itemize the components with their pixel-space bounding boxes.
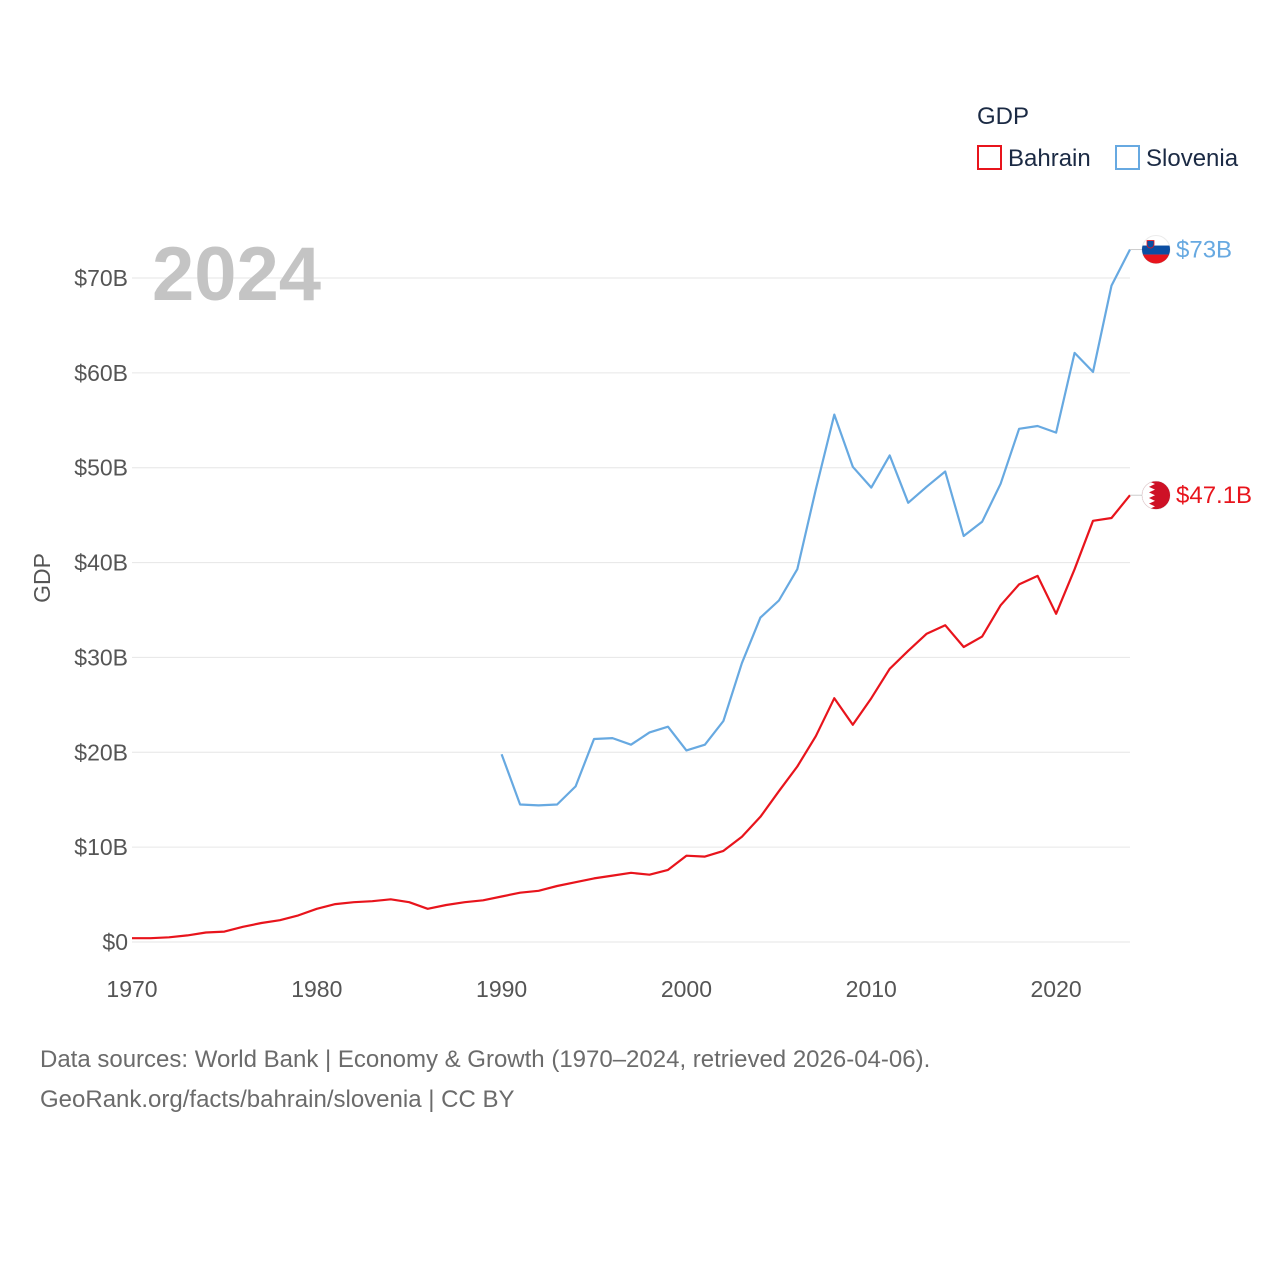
bahrain-flag-icon: [1141, 480, 1171, 510]
y-axis-ticks: $0 $10B $20B $30B $40B $50B $60B $70B: [74, 265, 128, 955]
legend-swatch-bahrain[interactable]: [977, 145, 1002, 170]
slovenia-flag-icon: [1141, 235, 1171, 265]
y-tick-label: $50B: [74, 455, 128, 481]
footer-sources: Data sources: World Bank | Economy & Gro…: [40, 1040, 1240, 1120]
current-year-label: 2024: [152, 232, 321, 317]
gridlines: [132, 277, 1130, 943]
x-tick-label: 2000: [661, 976, 712, 1002]
legend: GDP Bahrain Slovenia: [977, 103, 1239, 172]
legend-label-slovenia[interactable]: Slovenia: [1146, 145, 1239, 172]
y-tick-label: $30B: [74, 644, 128, 670]
end-value-label-bahrain: $47.1B: [1176, 482, 1252, 509]
y-tick-label: $0: [102, 929, 128, 955]
y-tick-label: $70B: [74, 265, 128, 291]
y-axis-title: GDP: [29, 553, 55, 603]
end-markers: $47.1B $73B: [1130, 235, 1252, 510]
y-tick-label: $20B: [74, 739, 128, 765]
series-lines: [132, 248, 1131, 940]
legend-label-bahrain[interactable]: Bahrain: [1008, 145, 1091, 172]
x-tick-label: 1970: [106, 976, 157, 1002]
x-tick-label: 2010: [846, 976, 897, 1002]
end-value-label-slovenia: $73B: [1176, 237, 1232, 264]
series-line-bahrain[interactable]: [132, 494, 1131, 940]
y-tick-label: $40B: [74, 550, 128, 576]
legend-swatch-slovenia[interactable]: [1115, 145, 1140, 170]
series-line-slovenia[interactable]: [500, 248, 1131, 807]
y-tick-label: $10B: [74, 834, 128, 860]
footer-sources-line: Data sources: World Bank | Economy & Gro…: [40, 1046, 931, 1073]
footer-credit-line[interactable]: GeoRank.org/facts/bahrain/slovenia | CC …: [40, 1086, 515, 1113]
y-tick-label: $60B: [74, 360, 128, 386]
x-axis-ticks: 1970 1980 1990 2000 2010 2020: [106, 976, 1081, 1002]
x-tick-label: 1990: [476, 976, 527, 1002]
x-tick-label: 1980: [291, 976, 342, 1002]
legend-title: GDP: [977, 103, 1029, 130]
x-tick-label: 2020: [1030, 976, 1081, 1002]
